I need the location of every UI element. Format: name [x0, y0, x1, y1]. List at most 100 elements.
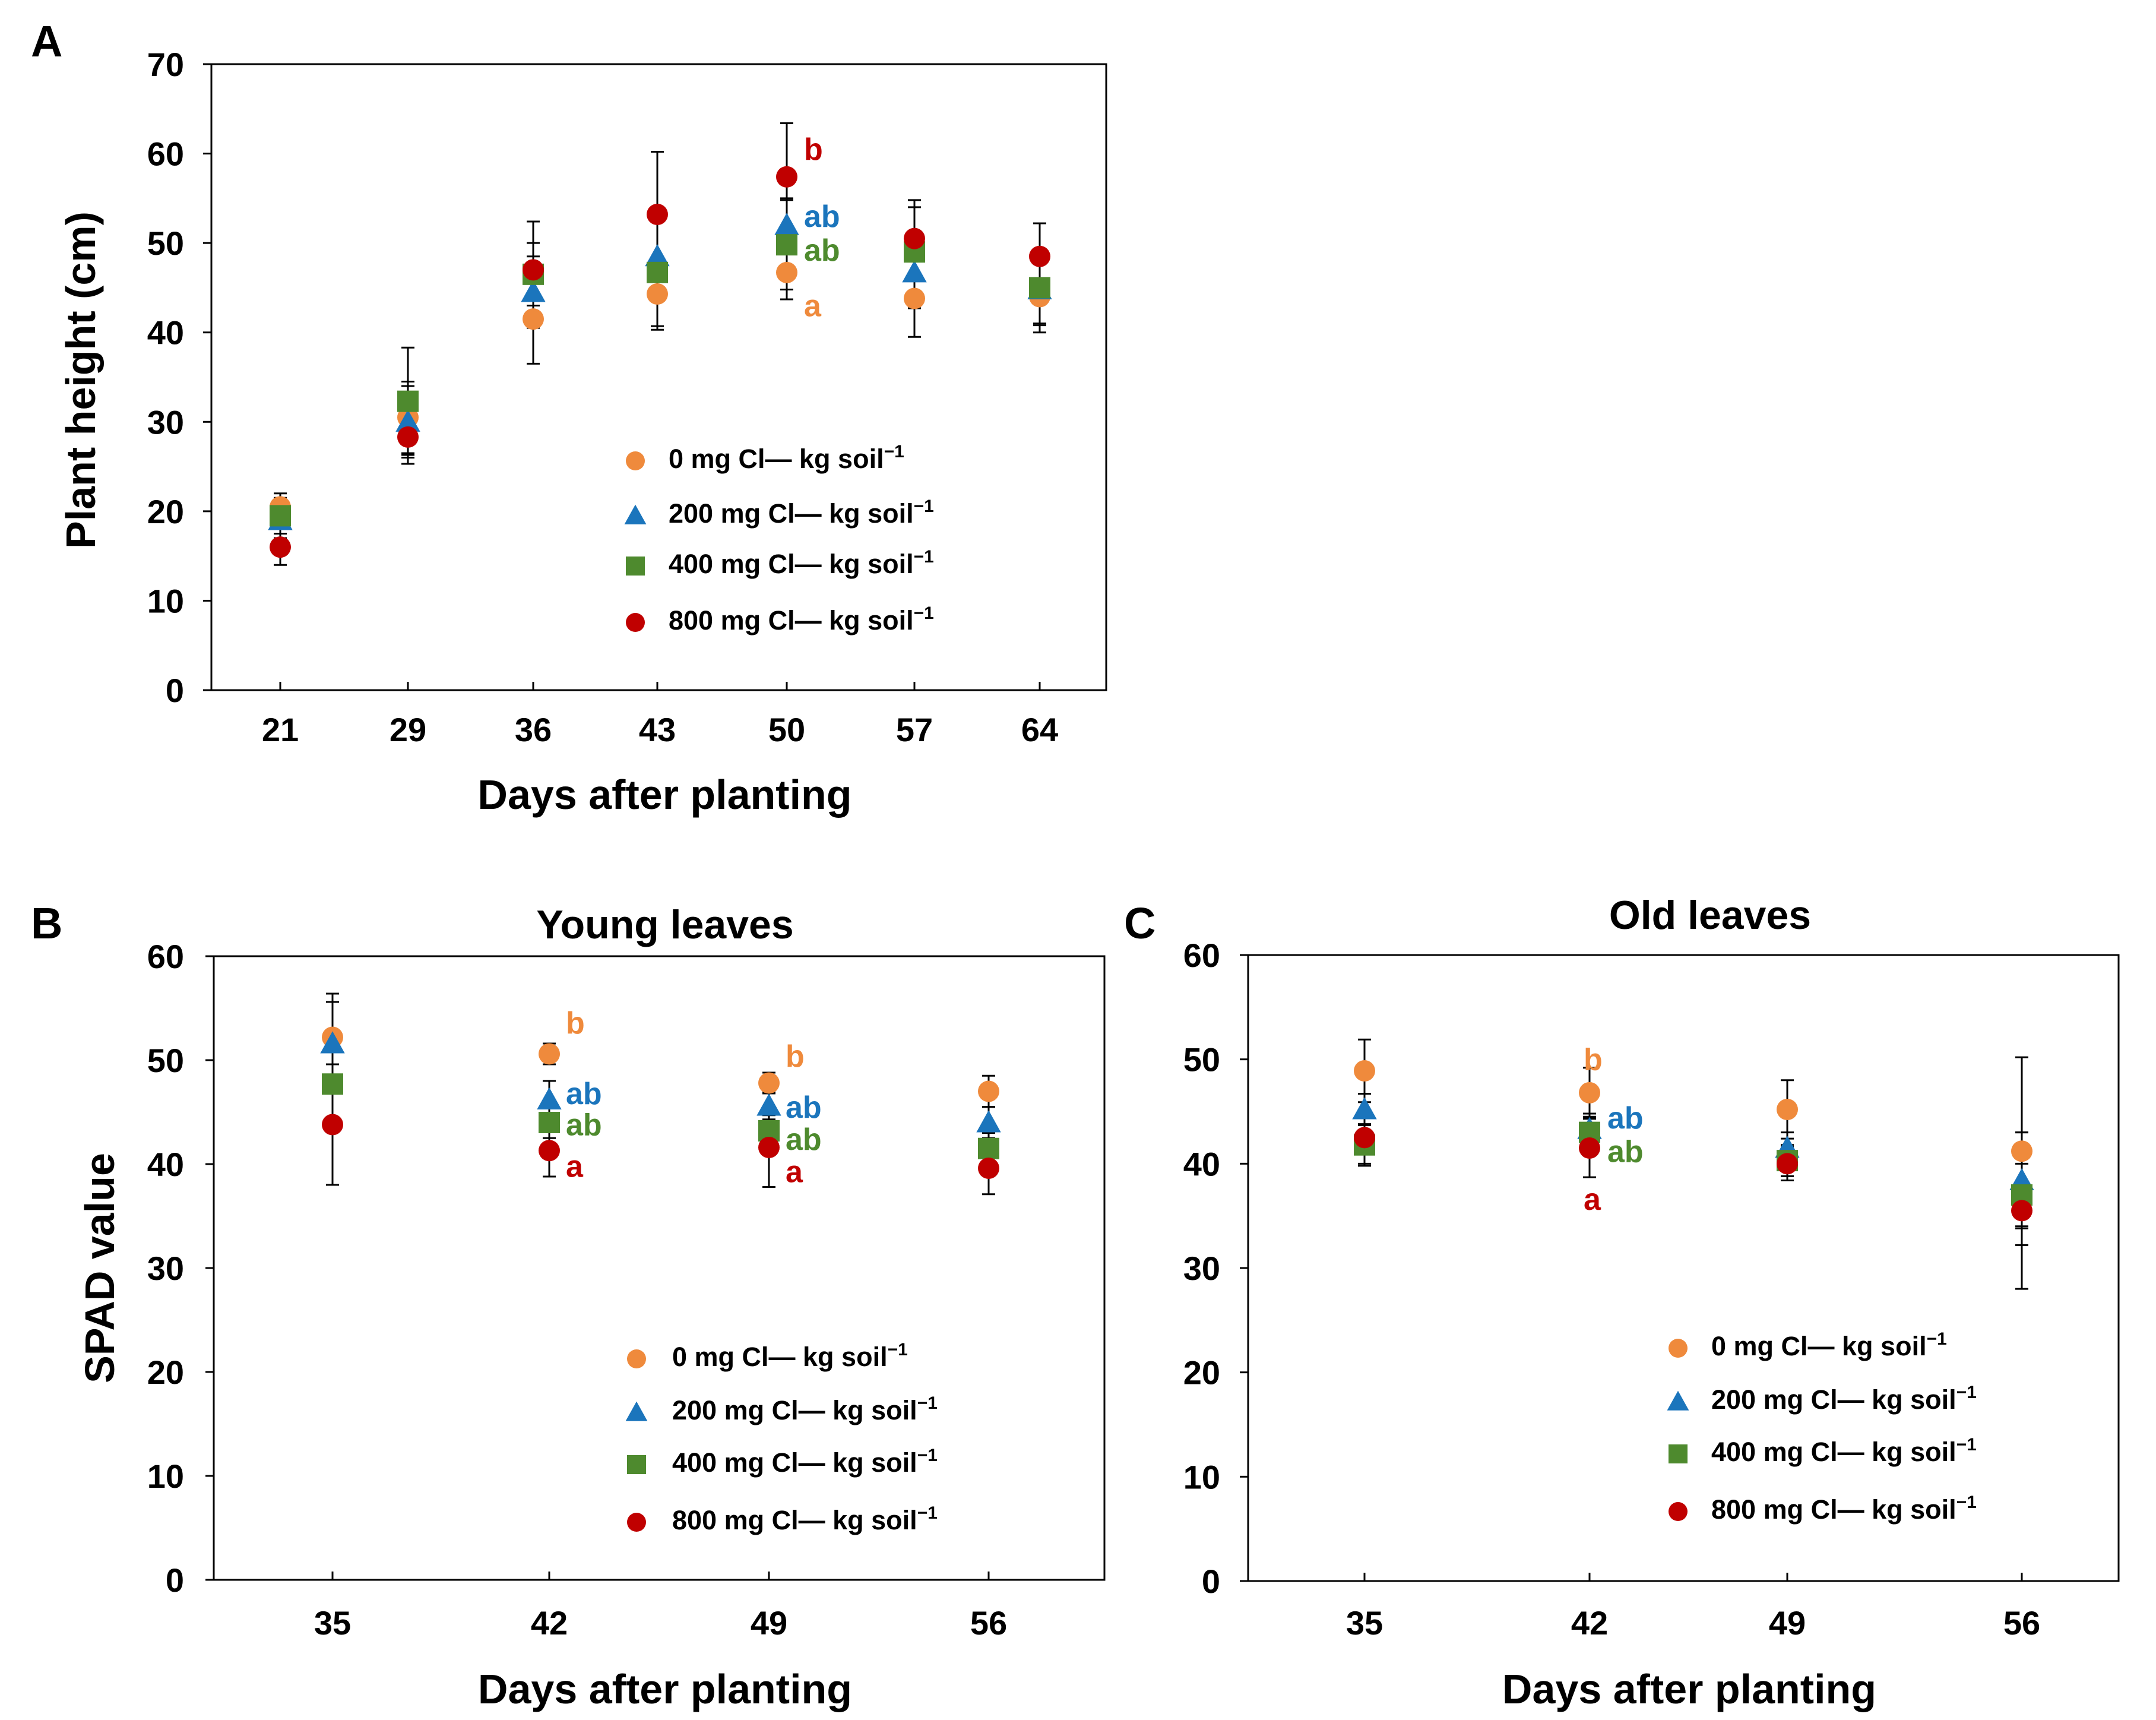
- point-400: [776, 234, 797, 256]
- x-tick-label: 49: [751, 1604, 787, 1642]
- panel-A: 0 10 20 30 40 50 60 70 21 29 36 43 50 57 64 Days after …: [31, 17, 1107, 818]
- point-400: [1029, 277, 1050, 299]
- legend-label-400: 400 mg Cl— kg soil−1: [672, 1446, 938, 1478]
- y-tick-label: 60: [147, 135, 184, 173]
- y-tick-label: 40: [1183, 1145, 1220, 1182]
- point-400: [647, 261, 668, 283]
- x-axis-title: Days after planting: [478, 1666, 852, 1712]
- point-200: [902, 260, 927, 283]
- y-tick-label: 70: [147, 46, 184, 83]
- y-tick-label: 20: [147, 493, 184, 530]
- x-axis-title: Days after planting: [1502, 1666, 1876, 1712]
- significance-label-800: a: [566, 1150, 584, 1184]
- y-tick-label: 40: [147, 1146, 184, 1183]
- legend-marker-200: [1667, 1390, 1689, 1411]
- y-tick-label: 20: [1183, 1354, 1220, 1392]
- x-tick-label: 21: [262, 711, 299, 748]
- y-tick-label: 0: [166, 1561, 184, 1599]
- chart-title: Young leaves: [536, 902, 793, 947]
- point-800: [647, 203, 668, 225]
- y-tick-label: 50: [147, 225, 184, 262]
- legend-label-0: 0 mg Cl— kg soil−1: [669, 442, 904, 474]
- plot-area-B: [213, 955, 1106, 1581]
- point-800: [1029, 245, 1050, 267]
- legend-marker-0: [1669, 1339, 1688, 1358]
- significance-label-0: b: [1584, 1043, 1603, 1077]
- point-800: [2011, 1200, 2032, 1222]
- significance-label-200: ab: [1607, 1101, 1644, 1136]
- panel-B: 0 10 20 30 40 50 60 35 42 49 56 Days after planting…: [31, 899, 1106, 1712]
- point-0: [647, 283, 668, 305]
- point-800: [776, 166, 797, 188]
- x-tick-label: 36: [515, 711, 552, 748]
- y-tick-label: 0: [1202, 1563, 1220, 1600]
- legend-label-800: 800 mg Cl— kg soil−1: [669, 603, 934, 635]
- significance-label-200: ab: [786, 1090, 822, 1125]
- y-tick-label: 30: [147, 403, 184, 441]
- y-axis-title: Plant height (cm): [58, 211, 104, 549]
- significance-label-200: ab: [804, 200, 840, 234]
- point-200: [537, 1087, 562, 1110]
- x-tick-label: 56: [2003, 1604, 2040, 1642]
- x-tick-label: 42: [1571, 1604, 1608, 1642]
- point-200: [320, 1031, 345, 1054]
- point-800: [978, 1158, 999, 1179]
- y-tick-label: 10: [147, 1457, 184, 1495]
- point-800: [1579, 1137, 1600, 1159]
- legend-label-400: 400 mg Cl— kg soil−1: [669, 547, 934, 579]
- x-tick-label: 43: [639, 711, 676, 748]
- point-800: [1777, 1153, 1798, 1175]
- significance-label-200: ab: [566, 1077, 602, 1111]
- x-axis-title: Days after planting: [477, 772, 851, 818]
- point-800: [904, 227, 925, 249]
- legend-label-800: 800 mg Cl— kg soil−1: [1711, 1493, 1977, 1525]
- point-0: [539, 1043, 560, 1065]
- legend-marker-400: [627, 1455, 646, 1474]
- plot-area-A: [210, 63, 1107, 691]
- y-tick-label: 50: [1183, 1041, 1220, 1079]
- y-tick-label: 0: [166, 672, 184, 709]
- legend-marker-200: [625, 1401, 648, 1421]
- point-800: [523, 259, 544, 281]
- legend-marker-800: [627, 1513, 646, 1532]
- point-400: [397, 390, 419, 412]
- point-800: [322, 1114, 343, 1136]
- significance-label-800: b: [804, 132, 823, 167]
- point-800: [539, 1140, 560, 1162]
- chart-title: Old leaves: [1609, 893, 1811, 938]
- point-200: [1352, 1097, 1377, 1120]
- y-tick-label: 30: [1183, 1250, 1220, 1287]
- legend-marker-0: [626, 451, 645, 470]
- significance-label-800: a: [1584, 1182, 1601, 1217]
- y-tick-label: 60: [1183, 937, 1220, 974]
- point-800: [1354, 1127, 1375, 1149]
- point-0: [776, 261, 797, 283]
- point-200: [976, 1110, 1001, 1133]
- point-400: [539, 1112, 560, 1133]
- significance-label-0: a: [804, 289, 822, 324]
- point-0: [1354, 1060, 1375, 1082]
- y-tick-label: 10: [147, 582, 184, 619]
- x-tick-label: 35: [314, 1604, 351, 1642]
- x-tick-label: 57: [896, 711, 933, 748]
- legend-marker-200: [624, 504, 647, 524]
- x-tick-label: 49: [1769, 1604, 1806, 1642]
- significance-label-800: a: [786, 1155, 803, 1189]
- x-tick-label: 42: [531, 1604, 568, 1642]
- point-0: [2011, 1140, 2032, 1162]
- point-0: [978, 1080, 999, 1102]
- point-200: [395, 409, 420, 432]
- point-400: [978, 1137, 999, 1159]
- y-tick-label: 10: [1183, 1458, 1220, 1495]
- point-200: [756, 1093, 781, 1116]
- legend-label-0: 0 mg Cl— kg soil−1: [672, 1340, 908, 1372]
- legend-label-800: 800 mg Cl— kg soil−1: [672, 1503, 938, 1535]
- point-0: [1777, 1098, 1798, 1120]
- significance-label-400: ab: [1607, 1134, 1644, 1169]
- point-800: [270, 536, 291, 558]
- significance-label-400: ab: [804, 233, 840, 268]
- y-tick-label: 40: [147, 314, 184, 352]
- point-0: [904, 287, 925, 309]
- y-tick-label: 20: [147, 1354, 184, 1391]
